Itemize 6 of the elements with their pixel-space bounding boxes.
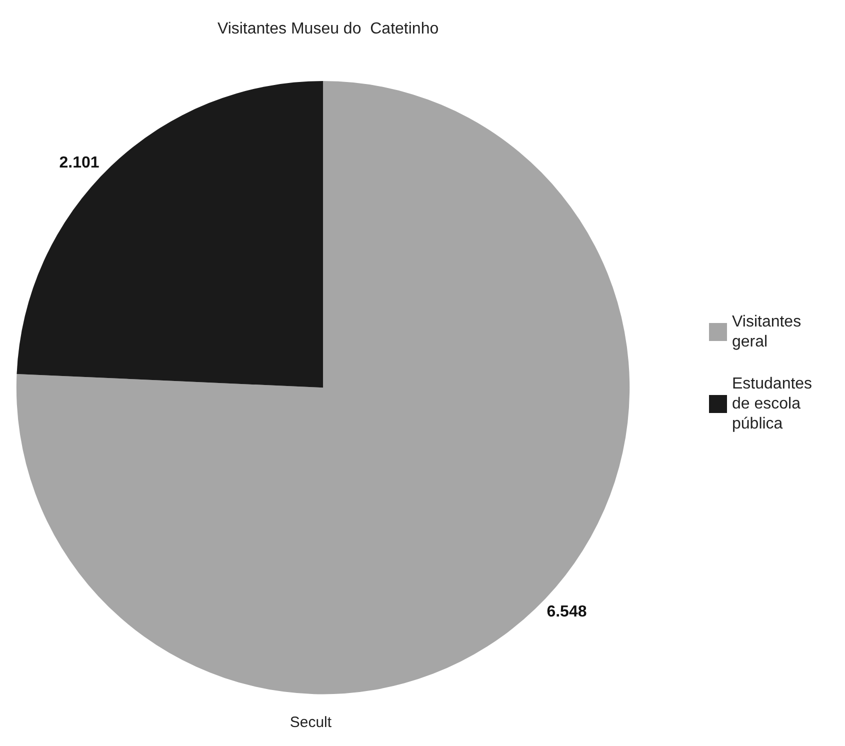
text: Secult: [290, 714, 332, 731]
legend-label: Estudantes de escola pública: [732, 376, 816, 432]
legend-label: Visitantes geral: [732, 314, 806, 350]
data-label: 6.548: [546, 604, 587, 621]
chart-title: Visitantes Museu do Catetinho: [217, 20, 439, 38]
data-label: 2.101: [59, 154, 100, 172]
